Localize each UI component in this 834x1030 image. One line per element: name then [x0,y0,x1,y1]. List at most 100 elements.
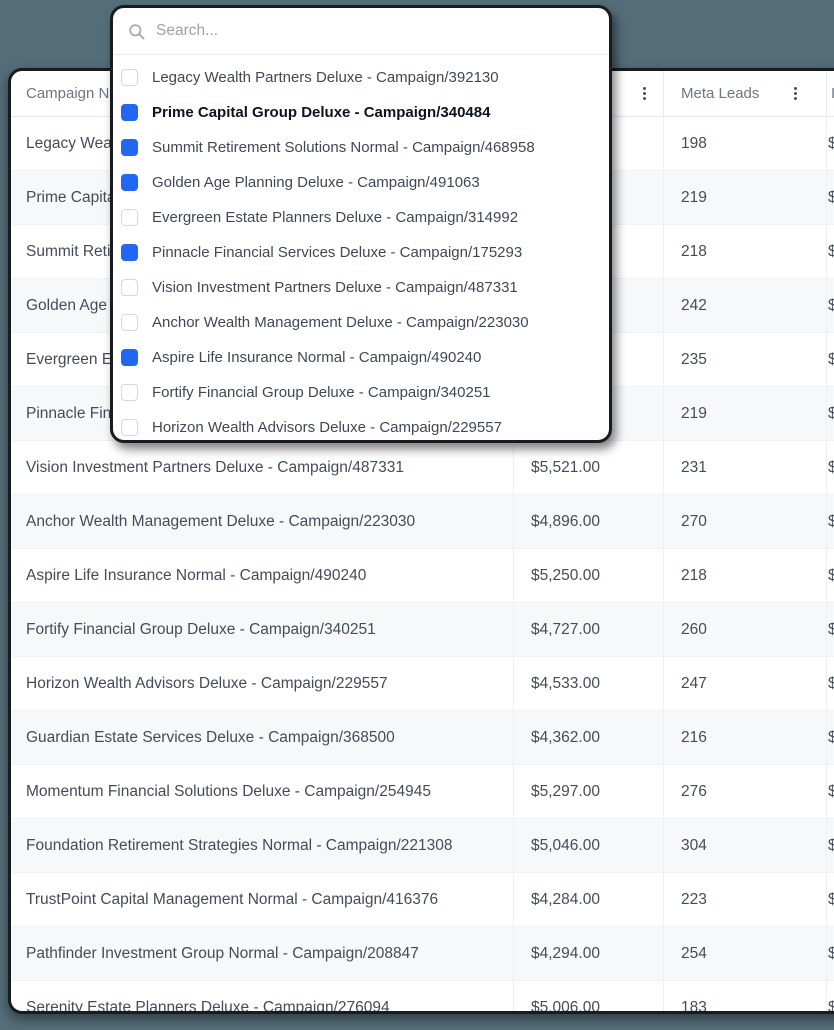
clipped-next-column-cell: $ [826,441,834,494]
table-row: Foundation Retirement Strategies Normal … [11,818,834,872]
meta-leads-cell: 231 [663,441,826,494]
checkbox-icon[interactable] [121,104,138,121]
meta-leads-cell: 183 [663,981,826,1011]
header-cell-meta-leads: Meta Leads [663,71,826,116]
campaign-name-cell: Fortify Financial Group Deluxe - Campaig… [26,620,376,638]
campaign-name-cell: TrustPoint Capital Management Normal - C… [26,890,439,908]
clipped-next-column-cell: $ [826,873,834,926]
meta-leads-cell: 242 [663,279,826,332]
dropdown-option[interactable]: Evergreen Estate Planners Deluxe - Campa… [113,200,609,235]
spend-cell: $5,046.00 [513,819,663,872]
clipped-next-column-cell: $ [826,765,834,818]
campaign-name-cell: Pathfinder Investment Group Normal - Cam… [26,944,419,962]
clipped-next-column-cell: $ [826,981,834,1011]
header-cell-clipped-next-column: I [826,71,834,116]
dropdown-option-label: Anchor Wealth Management Deluxe - Campai… [152,314,529,331]
campaign-name-cell: Foundation Retirement Strategies Normal … [26,836,453,854]
dropdown-option-label: Aspire Life Insurance Normal - Campaign/… [152,349,482,366]
clipped-next-column-cell: $ [826,279,834,332]
meta-leads-cell: 304 [663,819,826,872]
spend-cell: $5,297.00 [513,765,663,818]
dropdown-option[interactable]: Legacy Wealth Partners Deluxe - Campaign… [113,60,609,95]
dropdown-option[interactable]: Aspire Life Insurance Normal - Campaign/… [113,340,609,375]
dropdown-option-label: Horizon Wealth Advisors Deluxe - Campaig… [152,419,502,436]
dropdown-option[interactable]: Vision Investment Partners Deluxe - Camp… [113,270,609,305]
clipped-header-label: I [831,85,834,102]
meta-leads-cell: 260 [663,603,826,656]
spend-cell: $5,250.00 [513,549,663,602]
meta-leads-cell: 218 [663,225,826,278]
table-row: Serenity Estate Planners Deluxe - Campai… [11,980,834,1014]
dropdown-option-label: Evergreen Estate Planners Deluxe - Campa… [152,209,519,226]
spend-cell: $5,006.00 [513,981,663,1011]
checkbox-icon[interactable] [121,384,138,401]
checkbox-icon[interactable] [121,349,138,366]
clipped-next-column-cell: $ [826,549,834,602]
clipped-next-column-cell: $ [826,387,834,440]
spend-cell: $4,727.00 [513,603,663,656]
table-row: Vision Investment Partners Deluxe - Camp… [11,440,834,494]
dropdown-option-label: Fortify Financial Group Deluxe - Campaig… [152,384,491,401]
table-row: Aspire Life Insurance Normal - Campaign/… [11,548,834,602]
dropdown-option-label: Pinnacle Financial Services Deluxe - Cam… [152,244,523,261]
checkbox-icon[interactable] [121,244,138,261]
clipped-next-column-cell: $ [826,657,834,710]
clipped-next-column-cell: $ [826,117,834,170]
clipped-next-column-cell: $ [826,711,834,764]
table-row: TrustPoint Capital Management Normal - C… [11,872,834,926]
meta-leads-cell: 216 [663,711,826,764]
meta-leads-cell: 198 [663,117,826,170]
table-row: Momentum Financial Solutions Deluxe - Ca… [11,764,834,818]
checkbox-icon[interactable] [121,174,138,191]
campaign-name-cell: Horizon Wealth Advisors Deluxe - Campaig… [26,674,388,692]
dropdown-option[interactable]: Pinnacle Financial Services Deluxe - Cam… [113,235,609,270]
spend-cell: $5,521.00 [513,441,663,494]
meta-leads-cell: 270 [663,495,826,548]
dropdown-option[interactable]: Anchor Wealth Management Deluxe - Campai… [113,305,609,340]
dropdown-option[interactable]: Golden Age Planning Deluxe - Campaign/49… [113,165,609,200]
table-row: Guardian Estate Services Deluxe - Campai… [11,710,834,764]
spend-cell: $4,896.00 [513,495,663,548]
search-icon [129,23,145,39]
clipped-next-column-cell: $ [826,927,834,980]
table-row: Fortify Financial Group Deluxe - Campaig… [11,602,834,656]
meta-leads-cell: 247 [663,657,826,710]
checkbox-icon[interactable] [121,139,138,156]
dropdown-option-label: Summit Retirement Solutions Normal - Cam… [152,139,535,156]
campaign-filter-dropdown: Legacy Wealth Partners Deluxe - Campaign… [110,5,612,443]
checkbox-icon[interactable] [121,419,138,436]
meta-leads-cell: 235 [663,333,826,386]
campaign-name-cell: Serenity Estate Planners Deluxe - Campai… [26,998,390,1014]
checkbox-icon[interactable] [121,209,138,226]
clipped-next-column-cell: $ [826,495,834,548]
dropdown-option-label: Vision Investment Partners Deluxe - Camp… [152,279,518,296]
column-menu-kebab-icon[interactable] [792,83,799,104]
clipped-next-column-cell: $ [826,225,834,278]
column-menu-kebab-icon[interactable] [641,83,648,104]
campaign-name-header-label: Campaign N [26,85,110,102]
dropdown-option[interactable]: Summit Retirement Solutions Normal - Cam… [113,130,609,165]
table-row: Horizon Wealth Advisors Deluxe - Campaig… [11,656,834,710]
dropdown-option[interactable]: Prime Capital Group Deluxe - Campaign/34… [113,95,609,130]
dropdown-search-row [113,8,609,55]
dropdown-option-label: Prime Capital Group Deluxe - Campaign/34… [152,104,491,121]
dropdown-option-label: Golden Age Planning Deluxe - Campaign/49… [152,174,480,191]
spend-cell: $4,284.00 [513,873,663,926]
clipped-next-column-cell: $ [826,603,834,656]
campaign-name-cell: Guardian Estate Services Deluxe - Campai… [26,728,395,746]
campaign-name-cell: Anchor Wealth Management Deluxe - Campai… [26,512,416,530]
spend-cell: $4,294.00 [513,927,663,980]
clipped-next-column-cell: $ [826,333,834,386]
meta-leads-cell: 276 [663,765,826,818]
checkbox-icon[interactable] [121,279,138,296]
dropdown-option[interactable]: Fortify Financial Group Deluxe - Campaig… [113,375,609,410]
checkbox-icon[interactable] [121,314,138,331]
checkbox-icon[interactable] [121,69,138,86]
dropdown-option[interactable]: Horizon Wealth Advisors Deluxe - Campaig… [113,410,609,445]
campaign-name-cell: Aspire Life Insurance Normal - Campaign/… [26,566,367,584]
search-input[interactable] [154,21,595,41]
meta-leads-cell: 223 [663,873,826,926]
table-row: Anchor Wealth Management Deluxe - Campai… [11,494,834,548]
spend-cell: $4,533.00 [513,657,663,710]
